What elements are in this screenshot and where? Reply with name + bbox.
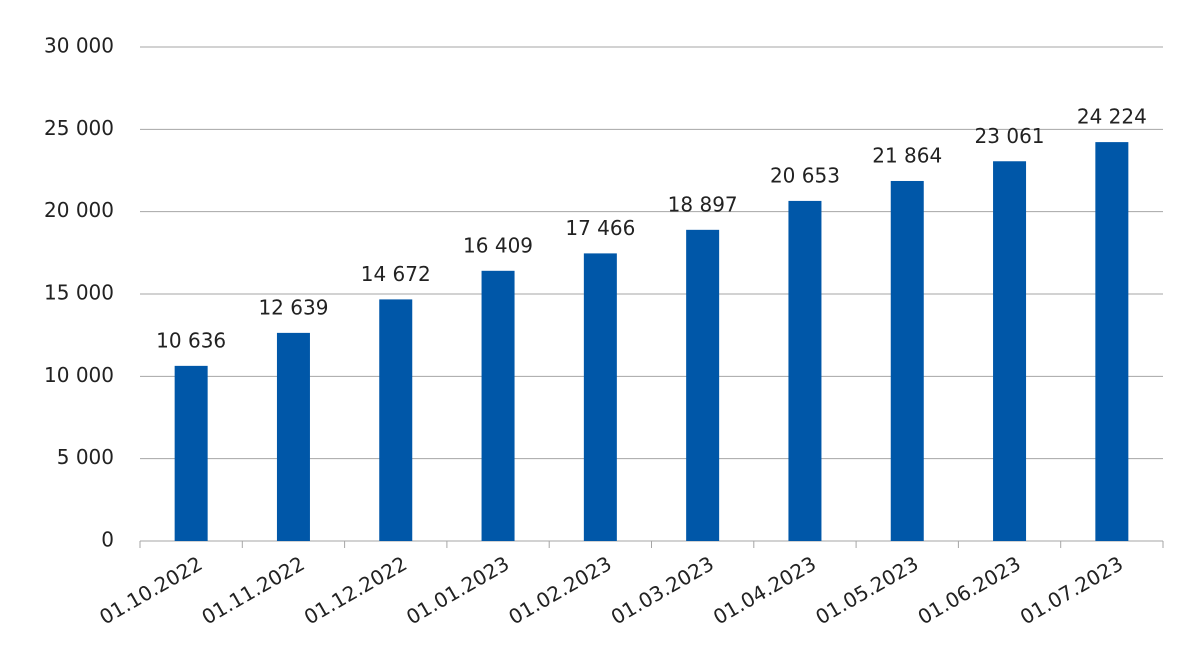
bar: [583, 253, 617, 542]
bar: [379, 299, 413, 541]
data-label: 21 864: [872, 143, 942, 167]
x-tick-label: 01.11.2022: [198, 551, 309, 629]
y-tick-label: 0: [101, 528, 114, 552]
y-tick-label: 30 000: [44, 34, 114, 58]
y-tick-label: 20 000: [44, 198, 114, 222]
data-label: 23 061: [975, 124, 1045, 148]
x-tick-label: 01.12.2022: [300, 551, 411, 629]
x-tick-label: 01.03.2023: [607, 551, 718, 629]
y-tick-label: 15 000: [44, 281, 114, 305]
bar: [481, 270, 515, 541]
x-tick-label: 01.07.2023: [1016, 551, 1127, 629]
bar: [174, 365, 208, 541]
x-tick-label: 01.01.2023: [402, 551, 513, 629]
x-tick-label: 01.05.2023: [811, 551, 922, 629]
y-tick-label: 25 000: [44, 116, 114, 140]
x-tick-label: 01.06.2023: [914, 551, 1025, 629]
bar: [993, 161, 1027, 541]
bar: [686, 229, 720, 541]
data-label: 24 224: [1077, 105, 1147, 129]
x-tick-label: 01.02.2023: [504, 551, 615, 629]
bar: [276, 332, 310, 541]
x-tick-label: 01.10.2022: [95, 551, 206, 629]
data-label: 12 639: [258, 295, 328, 319]
data-label: 18 897: [668, 192, 738, 216]
data-label: 14 672: [361, 262, 431, 286]
data-label: 20 653: [770, 163, 840, 187]
y-tick-label: 10 000: [44, 363, 114, 387]
bar: [890, 180, 924, 542]
data-label: 16 409: [463, 233, 533, 257]
x-tick-label: 01.04.2023: [709, 551, 820, 629]
bar: [788, 200, 822, 541]
bar: [1095, 142, 1129, 542]
data-label: 10 636: [156, 328, 226, 352]
data-label: 17 466: [565, 216, 635, 240]
y-tick-label: 5 000: [57, 445, 114, 469]
